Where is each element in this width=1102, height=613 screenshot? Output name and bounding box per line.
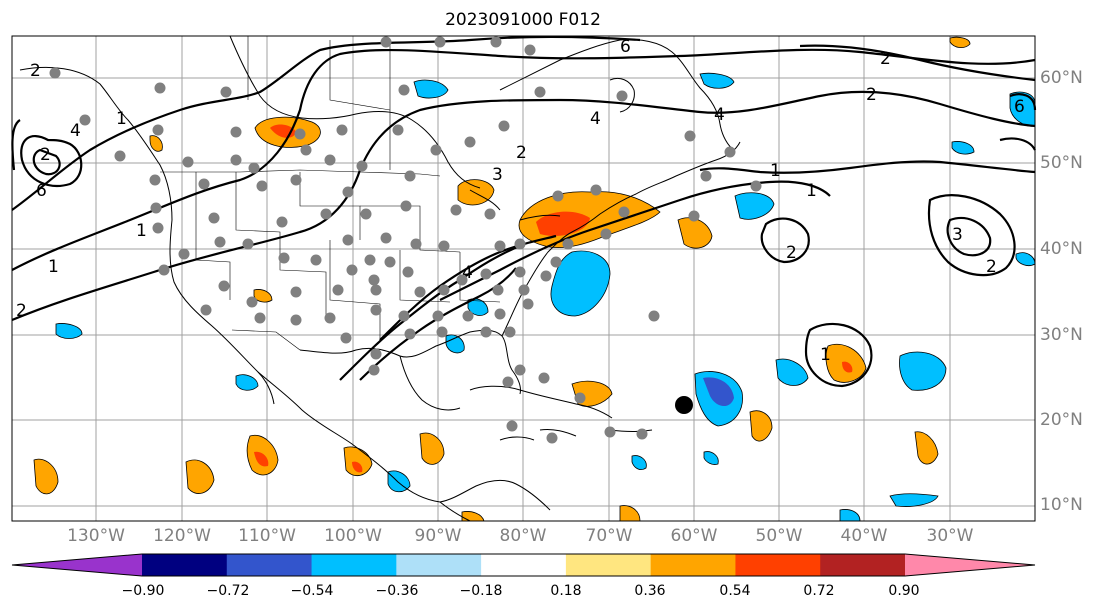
map-title: 2023091000 F012 — [445, 10, 601, 30]
lon-label-50w: 50°W — [755, 526, 803, 546]
colorbar-segment — [311, 554, 397, 576]
coastlines — [19, 35, 741, 522]
storm-position-marker — [675, 396, 693, 414]
lat-label-40n: 40°N — [1040, 239, 1083, 259]
colorbar-tick-label: 0.18 — [550, 583, 582, 599]
colorbar-tick-label: 0.36 — [634, 583, 666, 599]
colorbar-tick-label: −0.54 — [290, 583, 334, 599]
contour-label-group: 2 4 6 1 6 4 2 1 1 2 4 6 2 3 1 1 2 2 2 3 … — [16, 37, 1025, 365]
colorbar-extension-high — [905, 554, 1035, 576]
contour-label: 2 — [880, 49, 891, 69]
shaded-fields — [33, 36, 1036, 522]
colorbar-segment — [650, 554, 736, 576]
contour-label: 2 — [786, 243, 797, 263]
colorbar-tick-label: −0.18 — [459, 583, 503, 599]
contour-label: 6 — [1014, 97, 1025, 117]
contour-label: 4 — [714, 105, 725, 125]
contour-label: 1 — [116, 109, 127, 129]
colorbar-tick-label: −0.36 — [375, 583, 419, 599]
contour-label: 1 — [820, 345, 831, 365]
colorbar — [11, 553, 1036, 577]
contour-label: 4 — [590, 109, 601, 129]
contour-label: 2 — [30, 61, 41, 81]
colorbar-segment — [820, 554, 906, 576]
lon-label-130w: 130°W — [67, 526, 125, 546]
lon-label-100w: 100°W — [324, 526, 382, 546]
contour-label: 2 — [866, 85, 877, 105]
colorbar-extension-low — [12, 554, 142, 576]
political-borders — [160, 36, 501, 351]
contour-label: 6 — [620, 37, 631, 57]
contour-label: 3 — [492, 165, 503, 185]
contour-label: 1 — [48, 257, 59, 277]
lon-label-110w: 110°W — [238, 526, 296, 546]
colorbar-segment — [226, 554, 313, 576]
lat-label-30n: 30°N — [1040, 325, 1083, 345]
colorbar-segment — [142, 554, 228, 576]
colorbar-tick-label: 0.72 — [803, 583, 835, 599]
lon-label-60w: 60°W — [670, 526, 718, 546]
colorbar-tick-label: −0.90 — [121, 583, 165, 599]
colorbar-segment — [565, 554, 652, 576]
contour-label: 4 — [462, 263, 473, 283]
map-frame — [11, 35, 1036, 522]
lat-label-10n: 10°N — [1040, 495, 1083, 515]
contour-label: 1 — [806, 181, 817, 201]
contour-label: 2 — [40, 145, 51, 165]
contour-label: 2 — [16, 301, 27, 321]
contour-label: 4 — [70, 121, 81, 141]
lon-label-120w: 120°W — [153, 526, 211, 546]
contour-label: 2 — [986, 257, 997, 277]
contour-label: 1 — [136, 221, 147, 241]
contour-label: 2 — [516, 143, 527, 163]
colorbar-tick-label: −0.72 — [206, 583, 250, 599]
lon-label-70w: 70°W — [585, 526, 633, 546]
colorbar-tick-label: 0.90 — [888, 583, 920, 599]
lon-label-90w: 90°W — [414, 526, 462, 546]
colorbar-segment — [735, 554, 821, 576]
contour-label: 3 — [952, 225, 963, 245]
lon-label-80w: 80°W — [499, 526, 547, 546]
lat-label-50n: 50°N — [1040, 153, 1083, 173]
colorbar-tick-label: 0.54 — [719, 583, 751, 599]
colorbar-outline — [11, 553, 1036, 577]
station-dots — [49, 36, 762, 444]
contour-label: 6 — [36, 181, 47, 201]
contour-label: 1 — [770, 161, 781, 181]
lon-label-40w: 40°W — [840, 526, 888, 546]
lat-label-20n: 20°N — [1040, 410, 1083, 430]
colorbar-segment — [481, 554, 567, 576]
lon-label-30w: 30°W — [926, 526, 974, 546]
colorbar-segment — [396, 554, 482, 576]
lat-label-60n: 60°N — [1040, 68, 1083, 88]
